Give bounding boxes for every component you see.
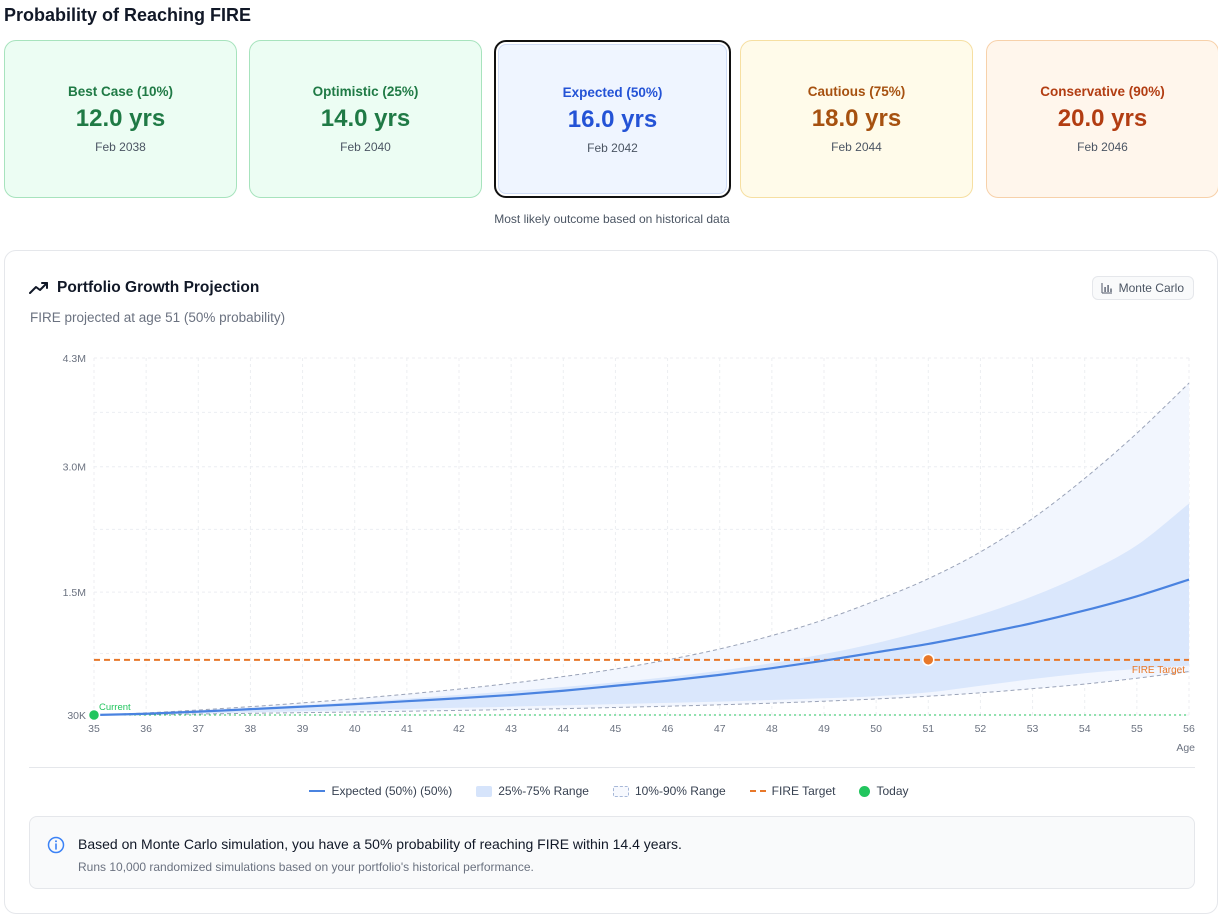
scenario-date: Feb 2044 xyxy=(831,140,882,154)
legend-item-expected[interactable]: Expected (50%) (50%) xyxy=(309,784,452,798)
scenario-date: Feb 2042 xyxy=(587,141,638,155)
chart-divider xyxy=(29,767,1195,768)
scenario-card-cautious[interactable]: Cautious (75%) 18.0 yrs Feb 2044 xyxy=(740,40,973,198)
panel-title: Portfolio Growth Projection xyxy=(57,279,260,296)
scenario-cards: Best Case (10%) 12.0 yrs Feb 2038 Optimi… xyxy=(4,40,1218,198)
badge-label: Monte Carlo xyxy=(1118,281,1184,295)
panel-subtitle: FIRE projected at age 51 (50% probabilit… xyxy=(30,310,286,325)
scenario-value: 16.0 yrs xyxy=(567,106,658,133)
legend-swatch-line xyxy=(309,790,326,792)
legend-item-fire-target[interactable]: FIRE Target xyxy=(749,784,836,798)
scenario-value: 12.0 yrs xyxy=(75,105,166,132)
legend-swatch-dash xyxy=(749,790,766,792)
legend-swatch-dot xyxy=(859,785,871,797)
scenario-value: 20.0 yrs xyxy=(1057,105,1148,132)
scenario-label: Best Case (10%) xyxy=(67,84,174,99)
legend-swatch-band xyxy=(476,785,493,797)
scenario-label: Optimistic (25%) xyxy=(312,84,419,99)
legend-swatch-dashed-band xyxy=(612,785,629,797)
scenario-value: 14.0 yrs xyxy=(320,105,411,132)
legend-item-25-75-range[interactable]: 25%-75% Range xyxy=(476,784,589,798)
portfolio-growth-panel: Portfolio Growth Projection FIRE project… xyxy=(4,250,1218,914)
legend-label: 25%-75% Range xyxy=(498,784,589,798)
scenario-card-conservative[interactable]: Conservative (90%) 20.0 yrs Feb 2046 xyxy=(986,40,1218,198)
bar-chart-icon xyxy=(1101,283,1112,294)
scenario-card-expected[interactable]: Expected (50%) 16.0 yrs Feb 2042 xyxy=(494,40,731,198)
scenario-card-optimistic[interactable]: Optimistic (25%) 14.0 yrs Feb 2040 xyxy=(249,40,482,198)
info-icon xyxy=(47,836,65,854)
scenario-label: Expected (50%) xyxy=(562,85,663,100)
info-message: Based on Monte Carlo simulation, you hav… xyxy=(78,836,682,852)
legend-label: Today xyxy=(876,784,909,798)
scenario-date: Feb 2038 xyxy=(95,140,146,154)
scenario-date: Feb 2040 xyxy=(340,140,391,154)
legend-label: 10%-90% Range xyxy=(634,784,726,798)
scenario-label: Conservative (90%) xyxy=(1040,84,1165,99)
legend-item-today[interactable]: Today xyxy=(859,784,909,798)
scenario-label: Cautious (75%) xyxy=(807,84,906,99)
panel-header: Portfolio Growth Projection xyxy=(29,279,259,297)
trending-up-icon xyxy=(29,282,48,294)
monte-carlo-badge[interactable]: Monte Carlo xyxy=(1091,276,1194,300)
chart-legend: Expected (50%) (50%) 25%-75% Range 10%-9… xyxy=(0,784,1218,798)
info-detail: Runs 10,000 randomized simulations based… xyxy=(78,860,534,874)
legend-label: Expected (50%) (50%) xyxy=(331,784,453,798)
page-title: Probability of Reaching FIRE xyxy=(4,5,252,25)
cards-note: Most likely outcome based on historical … xyxy=(494,212,730,226)
scenario-date: Feb 2046 xyxy=(1077,140,1128,154)
simulation-info-box: Based on Monte Carlo simulation, you hav… xyxy=(29,816,1195,889)
legend-label: FIRE Target xyxy=(771,784,836,798)
scenario-value: 18.0 yrs xyxy=(811,105,902,132)
scenario-card-best-case[interactable]: Best Case (10%) 12.0 yrs Feb 2038 xyxy=(4,40,237,198)
legend-item-10-90-range[interactable]: 10%-90% Range xyxy=(612,784,726,798)
